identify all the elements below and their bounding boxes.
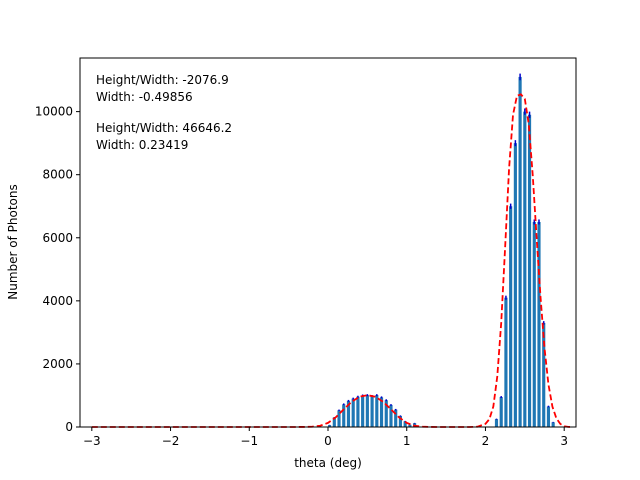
bar: [499, 397, 503, 427]
bar: [494, 419, 499, 427]
bar: [346, 400, 351, 427]
x-tick-label: −3: [83, 434, 101, 448]
bar: [518, 76, 522, 427]
bar: [504, 297, 508, 427]
x-axis-ticks: −3 −2 −1 0 1 2 3: [83, 427, 568, 448]
bar: [527, 114, 532, 428]
y-tick-label: 0: [65, 420, 73, 434]
bar: [403, 421, 407, 427]
bar: [537, 222, 541, 427]
x-tick-label: 1: [403, 434, 411, 448]
bar: [546, 406, 551, 427]
bar: [542, 322, 546, 427]
bar: [408, 424, 412, 427]
bar: [337, 410, 341, 427]
bar: [365, 395, 369, 427]
y-tick-label: 8000: [42, 168, 73, 182]
y-tick-label: 10000: [35, 105, 73, 119]
bar: [551, 422, 555, 427]
y-axis-ticks: 0 2000 4000 6000 8000 10000: [35, 105, 80, 434]
bar: [351, 398, 355, 427]
y-tick-label: 6000: [42, 231, 73, 245]
annotation-1-line-2: Width: -0.49856: [96, 90, 193, 104]
y-tick-label: 2000: [42, 357, 73, 371]
bar: [361, 395, 365, 427]
bar: [394, 409, 398, 427]
bar: [332, 417, 336, 427]
y-axis-label: Number of Photons: [6, 184, 20, 300]
x-tick-label: 3: [560, 434, 568, 448]
annotation-2-line-2: Width: 0.23419: [96, 138, 188, 152]
bar: [328, 425, 332, 427]
x-tick-label: −1: [240, 434, 258, 448]
bar: [389, 404, 393, 427]
annotation-1-line-1: Height/Width: -2076.9: [96, 73, 229, 87]
x-tick-label: 0: [324, 434, 332, 448]
bar: [375, 395, 379, 427]
bar: [532, 222, 536, 427]
bar: [370, 396, 374, 427]
bar: [356, 396, 360, 427]
annotation-2-line-1: Height/Width: 46646.2: [96, 121, 232, 135]
x-tick-label: 2: [482, 434, 490, 448]
bar: [523, 111, 527, 427]
bar: [384, 400, 388, 427]
bar: [342, 404, 346, 427]
bar: [509, 206, 513, 427]
x-tick-label: −2: [162, 434, 180, 448]
histogram-bars: [328, 76, 555, 428]
y-tick-label: 4000: [42, 294, 73, 308]
bar: [398, 415, 403, 427]
bar: [513, 143, 517, 427]
bar: [379, 397, 384, 427]
x-axis-label: theta (deg): [294, 456, 362, 470]
